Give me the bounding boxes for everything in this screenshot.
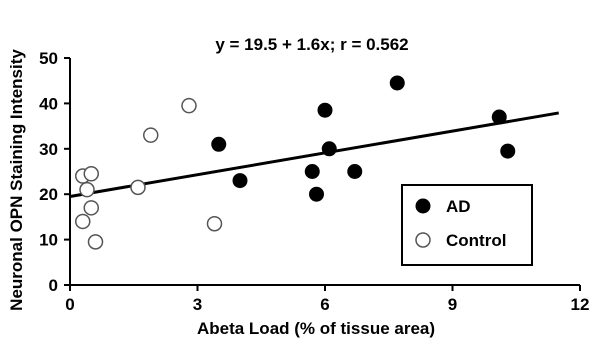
ad-point-7 — [389, 75, 405, 91]
control-point-4 — [75, 213, 91, 230]
ad-point-4 — [317, 102, 333, 118]
y-tick-label-4: 40 — [39, 94, 58, 113]
x-tick-label-4: 12 — [571, 295, 590, 314]
control-point-7 — [143, 127, 159, 143]
legend-label-control: Control — [446, 231, 506, 250]
ad-point-3 — [309, 186, 324, 202]
y-tick-label-0: 0 — [49, 276, 58, 295]
x-ticks: 0 3 6 9 12 — [65, 285, 589, 314]
legend-label-ad: AD — [446, 197, 471, 216]
ad-point-9 — [500, 143, 516, 159]
x-axis-title: Abeta Load (% of tissue area) — [197, 319, 435, 338]
legend-box — [401, 184, 533, 266]
x-tick-label-2: 6 — [320, 295, 329, 314]
control-point-9 — [206, 215, 223, 232]
ad-point-5 — [321, 141, 337, 157]
control-point-3 — [83, 200, 99, 216]
ad-point-2 — [304, 164, 320, 179]
control-point-6 — [130, 179, 146, 196]
y-tick-label-3: 30 — [39, 140, 58, 159]
regression-equation: y = 19.5 + 1.6x; r = 0.562 — [215, 35, 408, 54]
y-ticks: 0 10 20 30 40 50 — [39, 49, 70, 295]
legend-marker-control — [415, 232, 431, 248]
y-tick-label-1: 10 — [39, 231, 58, 250]
x-tick-label-0: 0 — [65, 295, 74, 314]
control-point-1 — [83, 166, 99, 182]
y-axis-title: Neuronal OPN Staining Intensity — [7, 49, 26, 311]
ad-point-0 — [211, 136, 227, 152]
y-tick-label-2: 20 — [39, 185, 58, 204]
x-tick-label-3: 9 — [448, 295, 457, 314]
ad-point-8 — [491, 109, 507, 125]
ad-point-1 — [232, 173, 248, 189]
control-point-8 — [181, 97, 197, 114]
control-point-5 — [87, 234, 104, 250]
regression-line — [69, 111, 560, 198]
ad-point-6 — [347, 164, 363, 179]
control-point-2 — [79, 181, 95, 198]
legend-marker-ad — [415, 198, 431, 214]
data-points — [75, 75, 516, 250]
x-tick-label-1: 3 — [193, 295, 202, 314]
y-tick-label-5: 50 — [39, 49, 58, 68]
legend: AD Control — [401, 184, 533, 266]
